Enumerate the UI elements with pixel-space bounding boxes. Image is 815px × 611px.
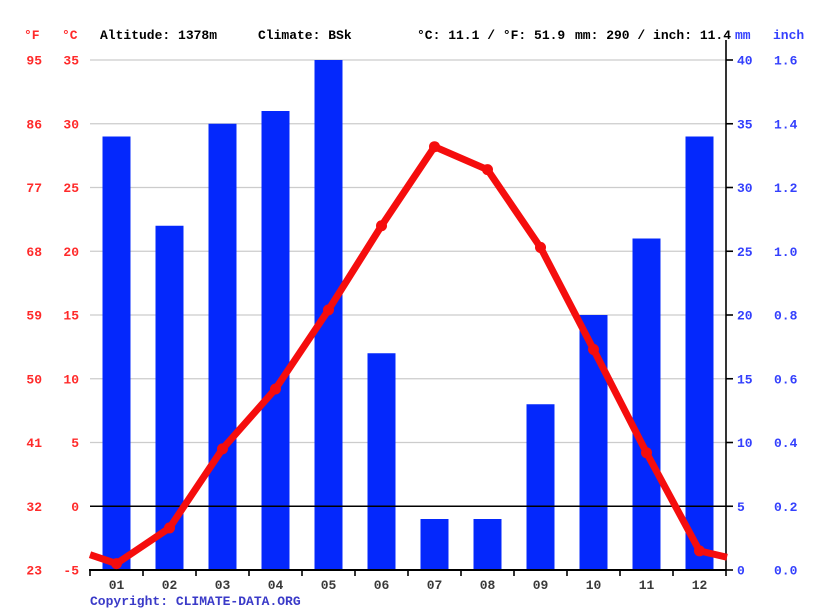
svg-text:25: 25: [63, 181, 79, 196]
temp-point-06: [376, 220, 387, 232]
precipitation-bars: [102, 60, 714, 570]
copyright: Copyright: CLIMATE-DATA.ORG: [90, 595, 301, 609]
precip-bar-09: [526, 404, 555, 570]
svg-text:20: 20: [737, 309, 753, 324]
temp-point-05: [323, 304, 334, 316]
svg-text:5: 5: [737, 500, 745, 515]
svg-text:30: 30: [737, 181, 753, 196]
precip-bar-04: [261, 111, 290, 570]
svg-text:09: 09: [533, 578, 549, 593]
svg-text:1.4: 1.4: [774, 117, 798, 132]
right-axis: [725, 40, 733, 571]
gridlines: [90, 59, 726, 444]
precip-bar-01: [102, 136, 131, 570]
svg-text:32: 32: [26, 500, 42, 515]
svg-text:05: 05: [321, 578, 337, 593]
left-axis-fahrenheit-labels: 95 86 77 68 59 50 41 32 23: [26, 54, 42, 579]
svg-text:23: 23: [26, 564, 42, 579]
svg-text:0.6: 0.6: [774, 372, 798, 387]
precip-bar-10: [579, 315, 608, 570]
svg-text:10: 10: [737, 436, 753, 451]
svg-text:-5: -5: [63, 564, 79, 579]
svg-text:01: 01: [109, 578, 125, 593]
svg-text:0: 0: [737, 564, 745, 579]
svg-text:0: 0: [71, 500, 79, 515]
temp-point-07: [429, 141, 440, 153]
svg-text:30: 30: [63, 117, 79, 132]
temp-point-11: [641, 447, 652, 459]
svg-text:1.0: 1.0: [774, 245, 798, 260]
svg-text:77: 77: [26, 181, 42, 196]
svg-text:25: 25: [737, 245, 753, 260]
precip-bar-03: [208, 123, 237, 570]
svg-text:0.8: 0.8: [774, 309, 798, 324]
svg-text:68: 68: [26, 245, 42, 260]
svg-text:15: 15: [737, 372, 753, 387]
svg-text:1.6: 1.6: [774, 54, 798, 69]
svg-text:08: 08: [480, 578, 496, 593]
svg-text:15: 15: [63, 309, 79, 324]
svg-text:86: 86: [26, 117, 42, 132]
temp-point-10: [588, 343, 599, 355]
temp-point-04: [270, 383, 281, 395]
svg-text:11: 11: [639, 578, 655, 593]
temp-point-03: [217, 443, 228, 455]
bottom-axis: [89, 569, 727, 576]
temp-point-01: [111, 558, 122, 570]
svg-text:35: 35: [63, 54, 79, 69]
svg-text:5: 5: [71, 436, 79, 451]
temp-point-12: [694, 545, 705, 557]
svg-text:10: 10: [63, 372, 79, 387]
svg-text:40: 40: [737, 54, 753, 69]
svg-text:06: 06: [374, 578, 390, 593]
svg-text:02: 02: [162, 578, 178, 593]
svg-text:0.0: 0.0: [774, 564, 798, 579]
precip-bar-12: [685, 136, 714, 570]
climate-classification-label: Climate: BSk: [258, 28, 352, 43]
svg-text:50: 50: [26, 372, 42, 387]
precip-bar-11: [632, 238, 661, 570]
right-axis-unit-mm: mm: [735, 28, 751, 43]
svg-text:07: 07: [427, 578, 443, 593]
precip-bar-06: [367, 353, 396, 570]
svg-text:35: 35: [737, 117, 753, 132]
right-axis-unit-inch: inch: [773, 28, 805, 43]
svg-text:12: 12: [692, 578, 708, 593]
right-axis-inch-labels: 1.6 1.4 1.2 1.0 0.8 0.6 0.4 0.2 0.0: [774, 54, 798, 579]
svg-text:0.4: 0.4: [774, 436, 798, 451]
temperature-line: [88, 143, 728, 568]
precip-bar-07: [420, 519, 449, 570]
month-labels: 01 02 03 04 05 06 07 08 09 10 11 12: [109, 578, 708, 593]
svg-text:03: 03: [215, 578, 231, 593]
left-axis-celsius-labels: 35 30 25 20 15 10 5 0 -5: [63, 54, 79, 579]
temperature-markers: [111, 141, 705, 570]
left-axis-unit-celsius: °C: [62, 28, 78, 43]
svg-text:20: 20: [63, 245, 79, 260]
right-axis-mm-labels: 40 35 30 25 20 15 10 5 0: [737, 54, 753, 579]
annual-precipitation-summary: mm: 290 / inch: 11.4: [575, 28, 732, 43]
temp-point-02: [164, 522, 175, 534]
svg-text:95: 95: [26, 54, 42, 69]
svg-text:59: 59: [26, 309, 42, 324]
svg-text:41: 41: [26, 436, 42, 451]
svg-text:0.2: 0.2: [774, 500, 798, 515]
copyright-label: Copyright:: [90, 594, 176, 609]
altitude-label: Altitude: 1378m: [100, 28, 218, 43]
precip-bar-08: [473, 519, 502, 570]
left-axis-unit-fahrenheit: °F: [24, 28, 40, 43]
annual-temperature-summary: °C: 11.1 / °F: 51.9: [417, 28, 566, 43]
svg-text:04: 04: [268, 578, 284, 593]
climate-data-org-link[interactable]: CLIMATE-DATA.ORG: [175, 594, 301, 609]
temp-point-09: [535, 241, 546, 253]
svg-text:10: 10: [586, 578, 602, 593]
temp-point-08: [482, 164, 493, 176]
svg-text:1.2: 1.2: [774, 181, 798, 196]
